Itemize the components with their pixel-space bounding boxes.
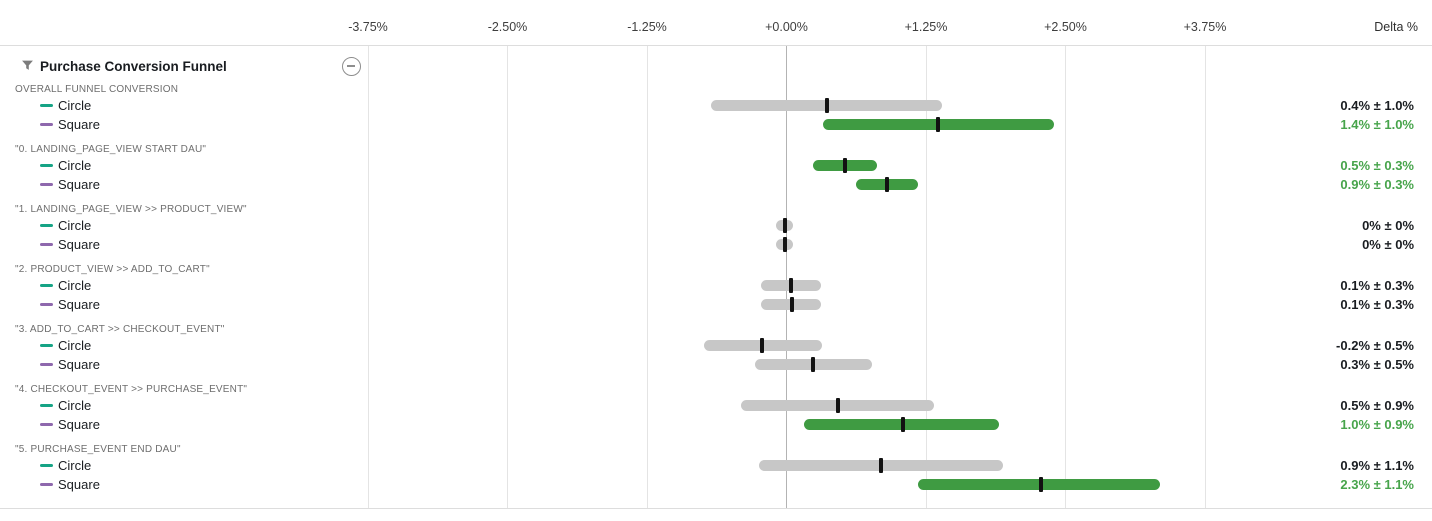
filter-funnel-icon xyxy=(22,60,33,70)
metric-group-title: Purchase Conversion Funnel xyxy=(40,59,227,74)
variant-color-dash xyxy=(40,404,53,407)
gridline xyxy=(925,46,927,508)
delta-value: 0.3% ± 0.5% xyxy=(1340,357,1414,372)
delta-value: 0.1% ± 0.3% xyxy=(1340,297,1414,312)
variant-color-dash xyxy=(40,104,53,107)
delta-column-header: Delta % xyxy=(1374,20,1418,34)
metric-group-label: "5. PURCHASE_EVENT END DAU" xyxy=(15,444,181,455)
variant-color-dash xyxy=(40,224,53,227)
variant-label: Square xyxy=(58,176,100,192)
variant-color-dash xyxy=(40,423,53,426)
metric-group-label: OVERALL FUNNEL CONVERSION xyxy=(15,84,179,95)
mean-tick-mark xyxy=(824,98,829,113)
axis-tick-label: +2.50% xyxy=(1044,20,1087,34)
minus-icon xyxy=(347,65,355,67)
variant-label: Circle xyxy=(58,217,92,233)
mean-tick-mark xyxy=(835,398,840,413)
variant-label: Square xyxy=(58,416,100,432)
mean-tick-mark xyxy=(811,357,816,372)
gridline xyxy=(646,46,648,508)
delta-value: 0.9% ± 1.1% xyxy=(1340,458,1414,473)
delta-value: 1.4% ± 1.0% xyxy=(1340,117,1414,132)
delta-value: 0% ± 0% xyxy=(1362,237,1414,252)
delta-value: 0% ± 0% xyxy=(1362,218,1414,233)
variant-label: Square xyxy=(58,116,100,132)
variant-color-dash xyxy=(40,483,53,486)
variant-color-dash xyxy=(40,344,53,347)
mean-tick-mark xyxy=(1038,477,1043,492)
variant-label: Circle xyxy=(58,457,92,473)
variant-color-dash xyxy=(40,164,53,167)
metric-group-label: "2. PRODUCT_VIEW >> ADD_TO_CART" xyxy=(15,264,210,275)
variant-color-dash xyxy=(40,303,53,306)
variant-color-dash xyxy=(40,363,53,366)
variant-color-dash xyxy=(40,183,53,186)
mean-tick-mark xyxy=(884,177,889,192)
delta-value: 0.4% ± 1.0% xyxy=(1340,98,1414,113)
axis-tick-label: +1.25% xyxy=(904,20,948,34)
chart-top-border xyxy=(0,45,1432,46)
axis-tick-label: -1.25% xyxy=(627,20,667,34)
chart-bottom-border xyxy=(0,508,1432,509)
mean-tick-mark xyxy=(759,338,764,353)
variant-label: Square xyxy=(58,356,100,372)
mean-tick-mark xyxy=(788,278,793,293)
mean-tick-mark xyxy=(936,117,941,132)
delta-value: 2.3% ± 1.1% xyxy=(1340,477,1414,492)
variant-label: Square xyxy=(58,476,100,492)
collapse-group-button[interactable] xyxy=(342,57,361,76)
metric-group-label: "4. CHECKOUT_EVENT >> PURCHASE_EVENT" xyxy=(15,384,248,395)
gridline xyxy=(1065,46,1066,508)
axis-tick-label: -3.75% xyxy=(348,20,388,34)
delta-value: 1.0% ± 0.9% xyxy=(1340,417,1414,432)
delta-value: 0.9% ± 0.3% xyxy=(1340,177,1414,192)
delta-value: 0.5% ± 0.9% xyxy=(1340,398,1414,413)
mean-tick-mark xyxy=(783,218,788,233)
zero-gridline xyxy=(786,46,787,508)
mean-tick-mark xyxy=(900,417,905,432)
delta-value: 0.1% ± 0.3% xyxy=(1340,278,1414,293)
variant-color-dash xyxy=(40,284,53,287)
delta-value: -0.2% ± 0.5% xyxy=(1336,338,1414,353)
axis-tick-label: +3.75% xyxy=(1183,20,1227,34)
variant-label: Circle xyxy=(58,157,92,173)
mean-tick-mark xyxy=(879,458,884,473)
axis-tick-label: +0.00% xyxy=(765,20,808,34)
variant-color-dash xyxy=(40,464,53,467)
variant-color-dash xyxy=(40,243,53,246)
gridline xyxy=(1204,46,1206,508)
delta-value: 0.5% ± 0.3% xyxy=(1340,158,1414,173)
variant-label: Circle xyxy=(58,337,92,353)
variant-label: Circle xyxy=(58,97,92,113)
metric-group-label: "3. ADD_TO_CART >> CHECKOUT_EVENT" xyxy=(15,324,225,335)
metric-group-label: "0. LANDING_PAGE_VIEW START DAU" xyxy=(15,144,207,155)
mean-tick-mark xyxy=(842,158,847,173)
variant-label: Circle xyxy=(58,397,92,413)
mean-tick-mark xyxy=(783,237,788,252)
mean-tick-mark xyxy=(790,297,795,312)
variant-color-dash xyxy=(40,123,53,126)
metric-group-label: "1. LANDING_PAGE_VIEW >> PRODUCT_VIEW" xyxy=(15,204,247,215)
gridline xyxy=(367,46,369,508)
variant-label: Square xyxy=(58,296,100,312)
axis-tick-label: -2.50% xyxy=(487,20,528,34)
variant-label: Circle xyxy=(58,277,92,293)
gridline xyxy=(507,46,508,508)
variant-label: Square xyxy=(58,236,100,252)
